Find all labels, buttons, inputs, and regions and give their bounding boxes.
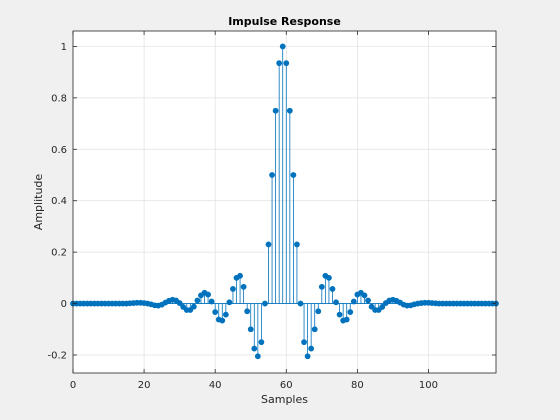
stem-marker bbox=[176, 300, 183, 306]
stem-marker bbox=[276, 60, 283, 67]
plot-area bbox=[73, 31, 496, 373]
stem-marker bbox=[343, 316, 350, 323]
stem-marker bbox=[262, 300, 268, 307]
stem-marker bbox=[283, 60, 290, 67]
stem-marker bbox=[326, 274, 332, 281]
stem-marker bbox=[240, 283, 247, 290]
stem-marker bbox=[347, 309, 354, 315]
y-tick-label: 0 bbox=[61, 299, 67, 310]
tick-layer: 0 20 40 60 80 100 -0.2 0 0.2 0.4 0.6 0.8 1 bbox=[47, 31, 496, 391]
y-tick-label: 0.2 bbox=[51, 248, 67, 259]
stem-marker bbox=[318, 283, 325, 290]
stem-marker bbox=[219, 317, 226, 324]
stem-marker bbox=[286, 107, 293, 114]
stem-marker bbox=[237, 272, 243, 279]
stem-marker bbox=[379, 304, 386, 310]
stem-marker bbox=[304, 353, 311, 360]
x-axis-title: Samples bbox=[261, 393, 308, 406]
y-tick-label: 0.6 bbox=[51, 145, 67, 156]
stem-marker bbox=[269, 172, 275, 178]
y-axis-title: Amplitude bbox=[32, 174, 45, 231]
stem-marker bbox=[272, 107, 279, 114]
stem-marker bbox=[251, 345, 258, 352]
stem-marker bbox=[361, 292, 368, 299]
stem-marker bbox=[315, 308, 322, 315]
stem-marker bbox=[294, 241, 300, 248]
stem-marker bbox=[350, 298, 357, 305]
y-tick-label: 0.4 bbox=[51, 196, 67, 207]
y-tick-label: 0.8 bbox=[51, 93, 67, 104]
stem-marker bbox=[368, 303, 375, 310]
stem-marker bbox=[194, 297, 201, 304]
stem-marker bbox=[254, 353, 261, 360]
stem-marker bbox=[279, 43, 286, 50]
stem-marker bbox=[222, 311, 229, 318]
stem-marker bbox=[205, 291, 211, 298]
x-tick-label: 60 bbox=[280, 380, 293, 391]
stem-marker bbox=[265, 241, 272, 248]
stem-marker bbox=[329, 286, 336, 292]
stem-marker bbox=[187, 307, 194, 313]
stem-marker bbox=[311, 326, 318, 333]
stem-marker bbox=[301, 339, 307, 346]
y-tick-label: 1 bbox=[61, 42, 67, 53]
x-tick-label: 80 bbox=[351, 380, 364, 391]
chart-title: Impulse Response bbox=[228, 15, 341, 28]
x-tick-label: 40 bbox=[209, 380, 222, 391]
stem-marker bbox=[258, 339, 265, 346]
stem-marker bbox=[297, 300, 304, 307]
stem-marker bbox=[365, 297, 371, 304]
plot-box bbox=[72, 30, 497, 374]
stem-marker bbox=[212, 309, 219, 315]
x-tick-label: 100 bbox=[419, 380, 438, 391]
x-tick-label: 20 bbox=[138, 380, 151, 391]
y-tick-label: -0.2 bbox=[47, 351, 67, 362]
stem-marker bbox=[336, 311, 343, 318]
x-tick-label: 0 bbox=[70, 380, 76, 391]
stem-marker bbox=[244, 308, 251, 315]
stem-marker bbox=[226, 299, 233, 306]
stem-marker bbox=[308, 345, 315, 352]
stem-marker bbox=[190, 303, 197, 310]
stem-marker bbox=[230, 286, 236, 292]
stem-marker bbox=[290, 172, 297, 178]
stem-marker bbox=[208, 298, 215, 305]
stem-marker bbox=[247, 326, 254, 333]
stem-marker bbox=[333, 299, 339, 306]
